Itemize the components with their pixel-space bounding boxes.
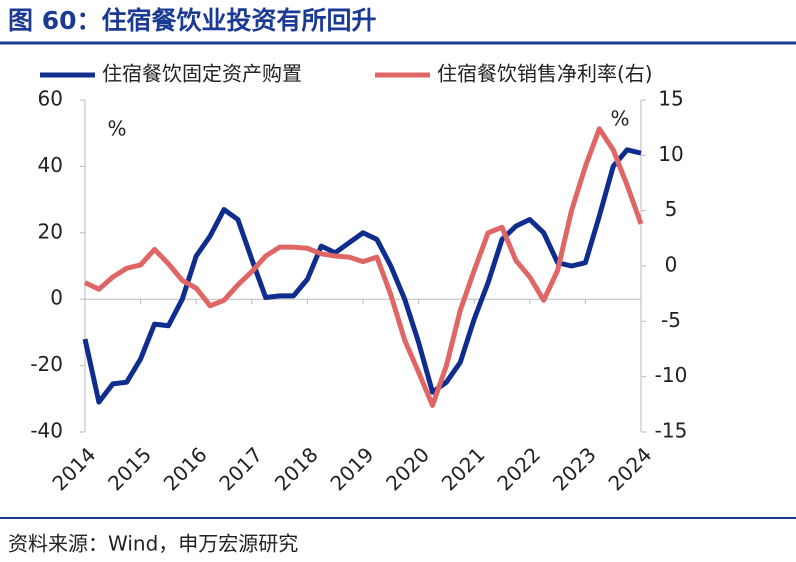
x-tick-label: 2014	[47, 442, 100, 495]
x-tick-label: 2021	[437, 442, 490, 495]
x-tick-label: 2023	[548, 442, 601, 495]
source-note: 资料来源：Wind，申万宏源研究	[8, 532, 298, 556]
y-tick-label: 40	[38, 153, 63, 177]
y2-tick-label: -5	[661, 308, 681, 332]
y2-tick-label: -15	[655, 419, 688, 443]
y-tick-label: -20	[30, 352, 63, 376]
legend-label: 住宿餐饮销售净利率(右)	[437, 62, 653, 86]
y-tick-label: 20	[38, 219, 63, 243]
y-tick-label: 60	[38, 87, 63, 111]
x-tick-label: 2015	[103, 442, 156, 495]
y2-tick-label: 10	[658, 142, 683, 166]
chart-title: 图 60：住宿餐饮业投资有所回升	[8, 6, 377, 35]
series-line	[83, 126, 644, 408]
legend-label: 住宿餐饮固定资产购置	[102, 62, 302, 86]
unit-label: %	[610, 107, 629, 131]
y-tick-label: 0	[50, 286, 63, 310]
x-tick-label: 2018	[270, 442, 323, 495]
unit-label: %	[107, 117, 126, 141]
y2-tick-label: 5	[665, 197, 678, 221]
x-tick-label: 2020	[381, 442, 434, 495]
y2-tick-label: 0	[665, 253, 678, 277]
y-tick-label: -40	[30, 419, 63, 443]
x-tick-label: 2024	[603, 442, 656, 495]
x-tick-label: 2017	[214, 442, 267, 495]
y2-tick-label: 15	[658, 87, 683, 111]
x-tick-label: 2019	[325, 442, 378, 495]
y2-tick-label: -10	[655, 363, 688, 387]
x-tick-label: 2022	[492, 442, 545, 495]
series-line	[82, 147, 642, 405]
x-tick-label: 2016	[159, 442, 212, 495]
